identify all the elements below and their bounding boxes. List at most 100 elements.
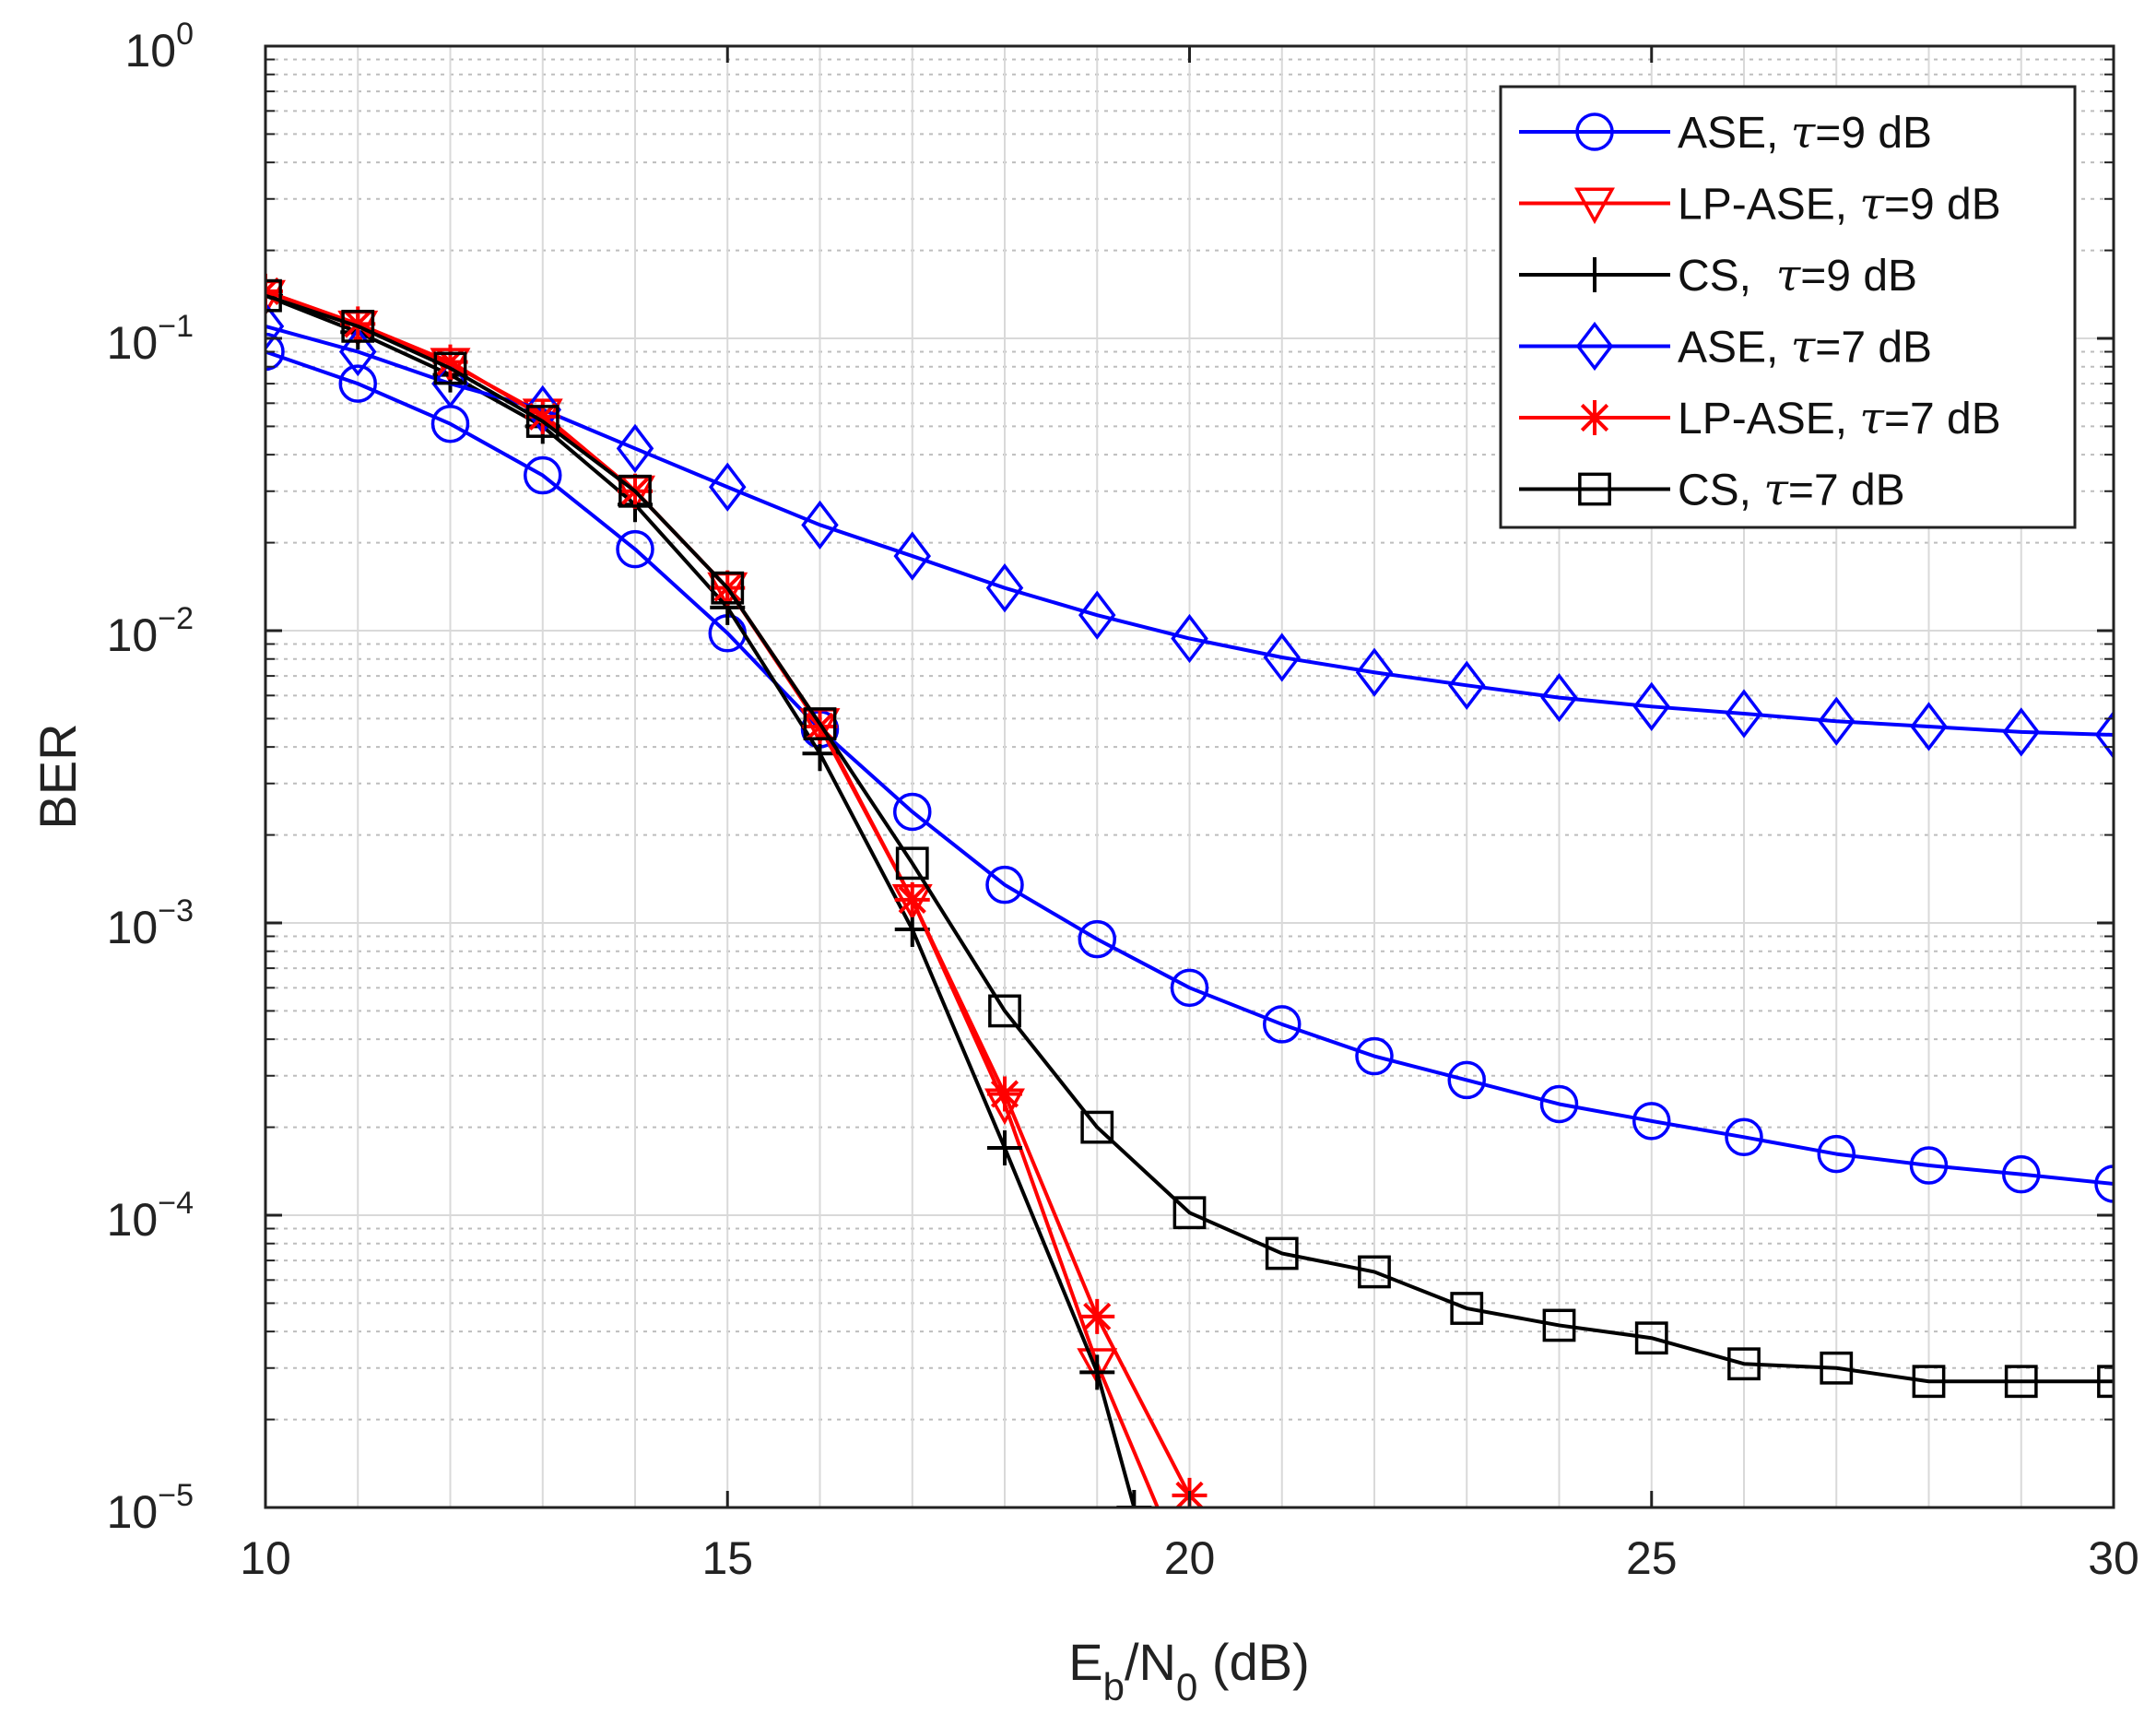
legend-marker (1575, 112, 1614, 151)
data-point-cs-tau7 (988, 994, 1021, 1028)
data-point-ase-tau9 (1170, 968, 1209, 1008)
data-point-ase-tau7 (1632, 681, 1670, 731)
data-point-cs-tau7 (619, 474, 652, 508)
data-point-ase-tau7 (1725, 689, 1763, 739)
data-point-cs-tau7 (711, 571, 745, 605)
data-point-ase-tau9 (1539, 1084, 1579, 1124)
data-point-ase-tau9 (985, 865, 1024, 904)
series-line-cs-tau7 (265, 293, 2114, 1384)
data-point-ase-tau9 (2094, 1164, 2114, 1203)
x-tick-label: 10 (240, 1532, 291, 1584)
data-point-ase-tau9 (616, 529, 654, 569)
data-point-ase-tau9 (893, 792, 932, 832)
data-point-ase-tau7 (985, 563, 1024, 613)
data-point-cs-tau7 (1634, 1321, 1668, 1355)
series-layer (265, 273, 2114, 1507)
y-tick-label: 10−3 (107, 893, 194, 953)
data-point-ase-tau9 (265, 332, 285, 372)
x-tick-label: 30 (2088, 1532, 2139, 1584)
data-point-ase-tau9 (2002, 1154, 2041, 1194)
data-point-cs-tau9 (1116, 1490, 1152, 1507)
data-point-cs-tau9 (1079, 1354, 1115, 1390)
data-point-cs-tau7 (1265, 1236, 1299, 1271)
data-point-ase-tau9 (1078, 919, 1116, 959)
data-point-ase-tau9 (338, 364, 377, 403)
data-point-cs-tau7 (1542, 1308, 1576, 1342)
data-point-cs-tau7 (1358, 1255, 1391, 1289)
legend-label: CS, τ=7 dB (1678, 465, 1905, 516)
axis-ticks (264, 44, 2115, 1509)
legend-item-lp-ase-tau7: LP-ASE, τ=7 dB (1519, 393, 2001, 444)
data-point-ase-tau9 (1355, 1036, 1394, 1076)
y-axis-label: BER (29, 723, 87, 829)
x-tick-label: 25 (1626, 1532, 1678, 1584)
data-point-ase-tau7 (2094, 710, 2114, 760)
data-point-cs-tau7 (2097, 1365, 2114, 1399)
legend-label: LP-ASE, τ=7 dB (1678, 393, 2001, 444)
data-point-cs-tau7 (1820, 1351, 1854, 1385)
legend-item-ase-tau7: ASE, τ=7 dB (1519, 322, 1932, 373)
data-point-ase-tau9 (1263, 1005, 1302, 1044)
data-point-cs-tau7 (2004, 1365, 2038, 1399)
data-point-lp-ase-tau7 (894, 881, 930, 917)
y-tick-label: 100 (124, 17, 194, 77)
data-point-ase-tau9 (1632, 1102, 1671, 1141)
series-line-ase-tau9 (265, 349, 2114, 1187)
data-point-cs-tau7 (1450, 1292, 1484, 1325)
data-point-ase-tau7 (709, 462, 747, 512)
series-line-ase-tau7 (265, 324, 2114, 738)
legend: ASE, τ=9 dB LP-ASE, τ=9 dB CS, τ=9 dB ASE, … (1499, 85, 2077, 529)
data-point-cs-tau7 (341, 309, 375, 343)
data-point-ase-tau9 (1447, 1060, 1486, 1100)
data-point-ase-tau9 (1909, 1146, 1949, 1185)
data-point-cs-tau7 (433, 351, 467, 385)
series-ase-tau7 (265, 301, 2114, 760)
data-point-ase-tau7 (1818, 696, 1856, 746)
data-point-lp-ase-tau7 (1079, 1298, 1115, 1334)
legend-item-ase-tau9: ASE, τ=9 dB (1519, 107, 1932, 159)
data-point-cs-tau7 (803, 707, 837, 740)
legend-item-cs-tau9: CS, τ=9 dB (1519, 250, 1917, 301)
legend-marker (1577, 257, 1612, 292)
legend-marker (1578, 472, 1611, 506)
data-point-ase-tau7 (893, 531, 931, 581)
y-tick-labels: 100 10−1 10−2 10−3 10−4 10−5 (107, 17, 194, 1538)
series-cs-tau7 (265, 278, 2114, 1399)
x-tick-label: 15 (701, 1532, 753, 1584)
data-point-ase-tau7 (616, 423, 654, 474)
data-point-ase-tau7 (1355, 647, 1394, 697)
legend-marker (1577, 400, 1612, 435)
data-point-cs-tau7 (1172, 1196, 1207, 1230)
data-point-ase-tau7 (265, 301, 285, 351)
data-point-ase-tau7 (801, 500, 839, 550)
data-point-cs-tau9 (894, 912, 930, 948)
legend-label: ASE, τ=9 dB (1678, 107, 1932, 159)
data-point-ase-tau7 (1910, 702, 1948, 751)
y-tick-label: 10−2 (107, 601, 194, 661)
data-point-ase-tau7 (1171, 613, 1208, 664)
legend-marker (1574, 187, 1615, 225)
data-point-lp-ase-tau9 (1077, 1348, 1118, 1385)
legend-box (1499, 85, 2077, 529)
data-point-ase-tau9 (1725, 1117, 1763, 1157)
data-point-lp-ase-tau7 (987, 1076, 1022, 1112)
data-point-ase-tau7 (1448, 660, 1486, 710)
data-point-cs-tau7 (1727, 1347, 1761, 1381)
data-point-ase-tau7 (1263, 632, 1301, 682)
data-point-cs-tau9 (987, 1129, 1022, 1165)
y-tick-label: 10−1 (107, 309, 194, 369)
data-point-lp-ase-tau7 (340, 306, 376, 342)
data-point-ase-tau7 (1540, 672, 1578, 723)
y-tick-label: 10−5 (107, 1478, 194, 1538)
data-point-cs-tau7 (525, 405, 560, 438)
data-point-lp-ase-tau7 (524, 398, 560, 434)
x-axis-label: Eb/N0 (dB) (1068, 1633, 1309, 1708)
legend-marker (1575, 321, 1614, 372)
y-tick-label: 10−4 (107, 1186, 194, 1246)
data-point-ase-tau7 (339, 326, 377, 377)
data-point-cs-tau7 (1080, 1110, 1114, 1144)
data-point-cs-tau7 (1912, 1365, 1946, 1399)
legend-label: ASE, τ=7 dB (1678, 322, 1932, 373)
x-tick-labels: 10 15 20 25 30 (240, 1532, 2139, 1584)
